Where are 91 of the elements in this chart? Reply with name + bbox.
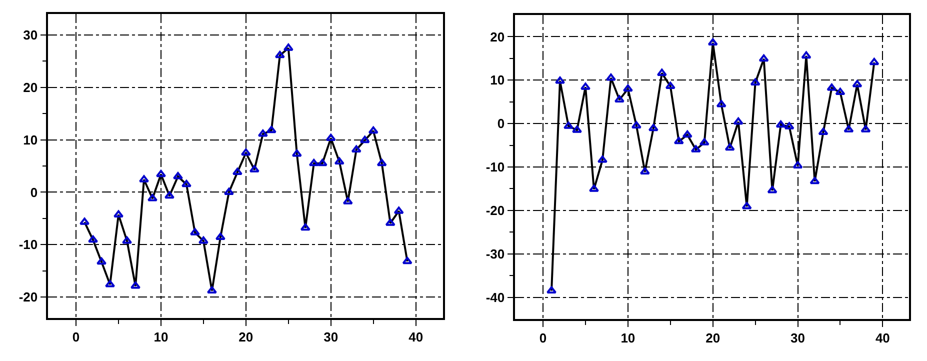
point — [351, 145, 362, 152]
point — [622, 84, 633, 92]
y-tick-label: 20 — [490, 29, 505, 44]
point — [852, 80, 862, 88]
x-tick-label: 10 — [620, 330, 636, 346]
point — [240, 148, 251, 156]
x-tick-label: 20 — [238, 329, 254, 344]
x-tick-label: 40 — [875, 330, 890, 346]
point — [631, 121, 642, 128]
point — [640, 167, 650, 175]
point — [342, 197, 353, 204]
point — [776, 120, 786, 128]
point — [742, 202, 752, 210]
point — [258, 130, 268, 137]
point — [300, 223, 310, 231]
point — [88, 235, 98, 243]
point — [376, 158, 387, 166]
point — [274, 50, 285, 58]
point — [690, 145, 701, 152]
y-tick-label: 20 — [23, 80, 38, 95]
y-tick-label: 30 — [23, 28, 38, 43]
point — [181, 180, 192, 188]
point — [826, 83, 837, 91]
y-tick-label: 10 — [490, 72, 505, 88]
point — [190, 228, 200, 236]
point — [266, 126, 276, 134]
x-tick-label: 10 — [154, 329, 168, 344]
point — [682, 130, 692, 138]
point — [656, 68, 667, 76]
point — [308, 158, 319, 166]
point — [708, 38, 718, 46]
point — [164, 191, 175, 199]
point — [597, 156, 608, 163]
x-tick-label: 0 — [539, 330, 547, 346]
point — [818, 128, 828, 136]
point — [368, 126, 378, 134]
y-tick-label: 0 — [30, 184, 38, 200]
x-tick-label: 30 — [324, 329, 338, 344]
point — [784, 122, 794, 130]
point — [648, 124, 658, 132]
point — [869, 58, 880, 66]
point — [104, 280, 116, 288]
point — [224, 188, 234, 195]
point — [767, 186, 778, 194]
point — [232, 168, 242, 176]
point — [792, 161, 803, 168]
point — [122, 236, 132, 244]
point — [750, 78, 760, 86]
x-tick-label: 30 — [790, 330, 805, 346]
x-tick-label: 0 — [72, 329, 80, 344]
point — [206, 286, 217, 294]
point — [699, 138, 710, 146]
y-tick-label: 10 — [23, 132, 38, 148]
point — [334, 157, 344, 165]
point — [758, 54, 769, 62]
point — [860, 125, 871, 132]
point — [215, 232, 226, 240]
y-tick-label: -40 — [486, 290, 505, 305]
point — [156, 170, 166, 178]
point — [249, 165, 260, 172]
point — [614, 95, 624, 102]
point — [394, 206, 404, 214]
point — [801, 51, 812, 59]
point — [810, 176, 820, 184]
point — [733, 117, 744, 125]
point — [360, 136, 370, 144]
y-tick-label: 0 — [497, 116, 505, 132]
point — [716, 100, 726, 108]
point — [844, 125, 854, 132]
point — [96, 257, 107, 265]
point — [198, 236, 208, 244]
point — [385, 218, 396, 226]
x-tick-label: 20 — [706, 330, 720, 346]
point — [172, 172, 184, 180]
point — [724, 143, 735, 151]
point — [317, 158, 328, 166]
y-tick-label: -10 — [486, 160, 505, 175]
point — [674, 136, 684, 144]
y-tick-label: -10 — [18, 237, 38, 252]
point — [546, 286, 557, 294]
y-tick-label: -30 — [486, 246, 505, 262]
point — [283, 44, 294, 51]
point — [835, 88, 846, 96]
y-tick-label: -20 — [486, 202, 505, 218]
point — [402, 256, 412, 264]
point — [326, 134, 336, 141]
point — [292, 149, 302, 157]
point — [606, 73, 616, 81]
point — [665, 82, 676, 89]
y-tick-label: -20 — [18, 290, 38, 305]
x-tick-label: 40 — [408, 329, 424, 344]
